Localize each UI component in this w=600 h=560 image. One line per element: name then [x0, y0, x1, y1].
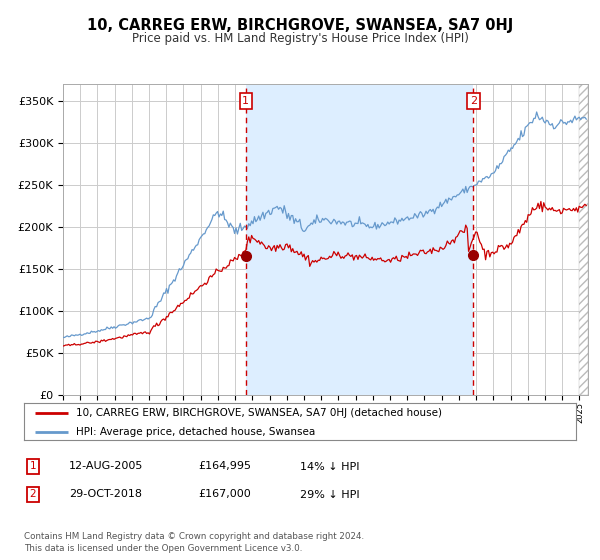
- Text: 10, CARREG ERW, BIRCHGROVE, SWANSEA, SA7 0HJ: 10, CARREG ERW, BIRCHGROVE, SWANSEA, SA7…: [87, 18, 513, 33]
- Text: £167,000: £167,000: [198, 489, 251, 500]
- Text: Price paid vs. HM Land Registry's House Price Index (HPI): Price paid vs. HM Land Registry's House …: [131, 32, 469, 45]
- Text: Contains HM Land Registry data © Crown copyright and database right 2024.
This d: Contains HM Land Registry data © Crown c…: [24, 532, 364, 553]
- Text: 2: 2: [29, 489, 37, 500]
- Text: 2: 2: [470, 96, 477, 106]
- Bar: [246, 84, 473, 395]
- Text: 29-OCT-2018: 29-OCT-2018: [69, 489, 142, 500]
- Text: 10, CARREG ERW, BIRCHGROVE, SWANSEA, SA7 0HJ (detached house): 10, CARREG ERW, BIRCHGROVE, SWANSEA, SA7…: [76, 408, 442, 418]
- Text: 12-AUG-2005: 12-AUG-2005: [69, 461, 143, 472]
- Text: £164,995: £164,995: [198, 461, 251, 472]
- Text: HPI: Average price, detached house, Swansea: HPI: Average price, detached house, Swan…: [76, 427, 316, 437]
- Text: 14% ↓ HPI: 14% ↓ HPI: [300, 461, 359, 472]
- Text: 29% ↓ HPI: 29% ↓ HPI: [300, 489, 359, 500]
- Text: 1: 1: [29, 461, 37, 472]
- Text: 1: 1: [242, 96, 250, 106]
